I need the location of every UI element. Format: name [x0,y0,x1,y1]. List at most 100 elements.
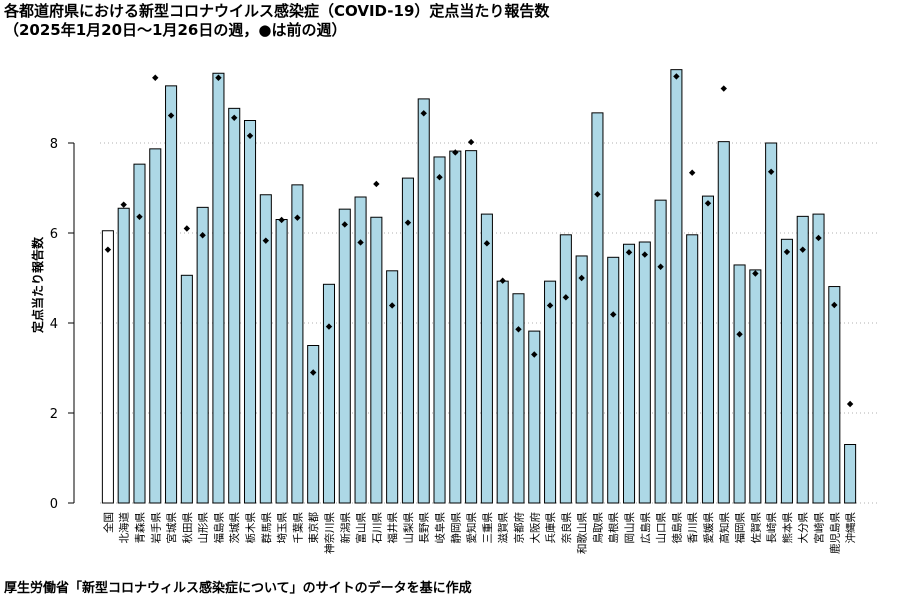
bar [133,163,146,504]
prev-week-point [594,191,601,198]
prev-week-point [278,216,285,224]
bar [638,241,651,504]
x-tick-label: 兵庫県 [544,512,557,544]
y-tick-label: 2 [50,407,58,422]
x-tick-label: 東京都 [307,512,320,544]
prev-week-point [641,251,649,258]
prev-week-point [199,232,206,239]
prev-week-point [562,294,570,301]
bar [765,142,778,504]
prev-week-point [736,331,743,338]
bar [575,255,588,504]
x-tick-label: 高知県 [718,512,731,544]
bar [165,85,178,504]
bar [449,150,462,504]
x-tick-label: 岩手県 [149,512,162,544]
prev-week-point [436,174,443,181]
bar [433,156,446,504]
x-tick-label: 長野県 [419,512,431,544]
x-tick-label: 愛媛県 [702,512,715,544]
y-tick-label: 0 [50,497,58,512]
prev-week-point [467,138,475,146]
x-tick-label: 静岡県 [449,512,462,544]
prev-week-point [546,302,554,309]
bar [733,264,746,504]
x-tick-label: 熊本県 [781,512,794,544]
bar [465,150,478,504]
x-axis-labels: 全国 北海道 青森県 岩手県 宮城県 秋田県 山形県 福島県 茨城県 栃木県 群馬県 埼玉県 千葉県 東京… [102,512,857,554]
x-tick-label: 愛知県 [465,512,478,544]
bar [686,234,699,504]
x-tick-label: 岡山県 [624,512,636,544]
bar [528,330,541,504]
prev-week-point [246,132,254,139]
prev-week-point [183,225,191,232]
x-tick-label: 埼玉県 [276,512,289,544]
prev-week-point [388,302,396,309]
x-tick-label: 大分県 [797,512,810,544]
bar-series [101,69,857,504]
bar [717,141,730,504]
prev-week-point [625,249,633,256]
prev-week-point [831,301,838,309]
x-tick-label: 香川県 [687,512,699,544]
x-tick-label: 富山県 [355,512,368,544]
previous-week-series [104,73,854,408]
y-axis-label: 定点当たり報告数 [30,236,45,333]
bar [275,219,288,504]
bar [322,283,336,504]
x-tick-label: 島根県 [607,512,620,544]
bar [796,215,809,504]
prev-week-point [499,277,506,284]
y-tick-label: 8 [50,137,58,152]
x-tick-label: 福島県 [212,512,225,544]
bar [212,72,225,504]
prev-week-point [309,369,317,376]
bar [780,238,793,504]
prev-week-point [357,239,364,246]
prev-week-point [767,168,775,175]
title-line-1: 各都道府県における新型コロナウイルス感染症（COVID-19）定点当たり報告数 [4,2,550,20]
x-tick-label: 山口県 [656,512,668,544]
prev-week-point [167,112,175,119]
bar [512,293,525,504]
x-tick-label: 滋賀県 [497,512,510,544]
prev-week-point [136,213,143,220]
prev-week-point [294,214,301,221]
x-tick-label: 徳島県 [670,512,683,544]
bar [622,243,636,504]
y-axis: 0 2 4 6 8 [50,137,75,512]
x-tick-label: 岐阜県 [434,512,447,544]
bar [607,256,620,504]
prev-week-point [104,246,112,253]
x-tick-label: 福岡県 [734,512,747,544]
x-tick-label: 栃木県 [244,512,257,544]
x-tick-label: 長崎県 [765,512,778,544]
prev-week-point [578,274,585,282]
x-tick-label: 山梨県 [402,512,415,544]
prev-week-point [404,219,412,226]
x-tick-label: 奈良県 [560,512,573,544]
prev-week-point [688,169,696,176]
bar [386,270,399,504]
x-tick-label: 山形県 [198,512,210,544]
bar [654,199,667,504]
prev-week-point [673,73,680,80]
prev-week-point [341,221,348,228]
prev-week-point [531,351,538,358]
prev-week-point [783,248,791,256]
bar [480,213,493,504]
source-note: 厚生労働省「新型コロナウィルス感染症について」のサイトのデータを基に作成 [4,581,472,596]
x-tick-label: 三重県 [481,512,494,544]
bar [259,194,272,504]
bar [496,280,509,504]
bar [544,280,557,504]
bar [844,444,857,504]
x-tick-label: 鳥取県 [591,512,604,544]
bar [401,177,414,504]
bar [370,216,383,504]
bar [354,196,367,504]
bar [243,120,257,504]
chart-title: 各都道府県における新型コロナウイルス感染症（COVID-19）定点当たり報告数 … [4,2,894,40]
prev-week-point [262,237,270,244]
